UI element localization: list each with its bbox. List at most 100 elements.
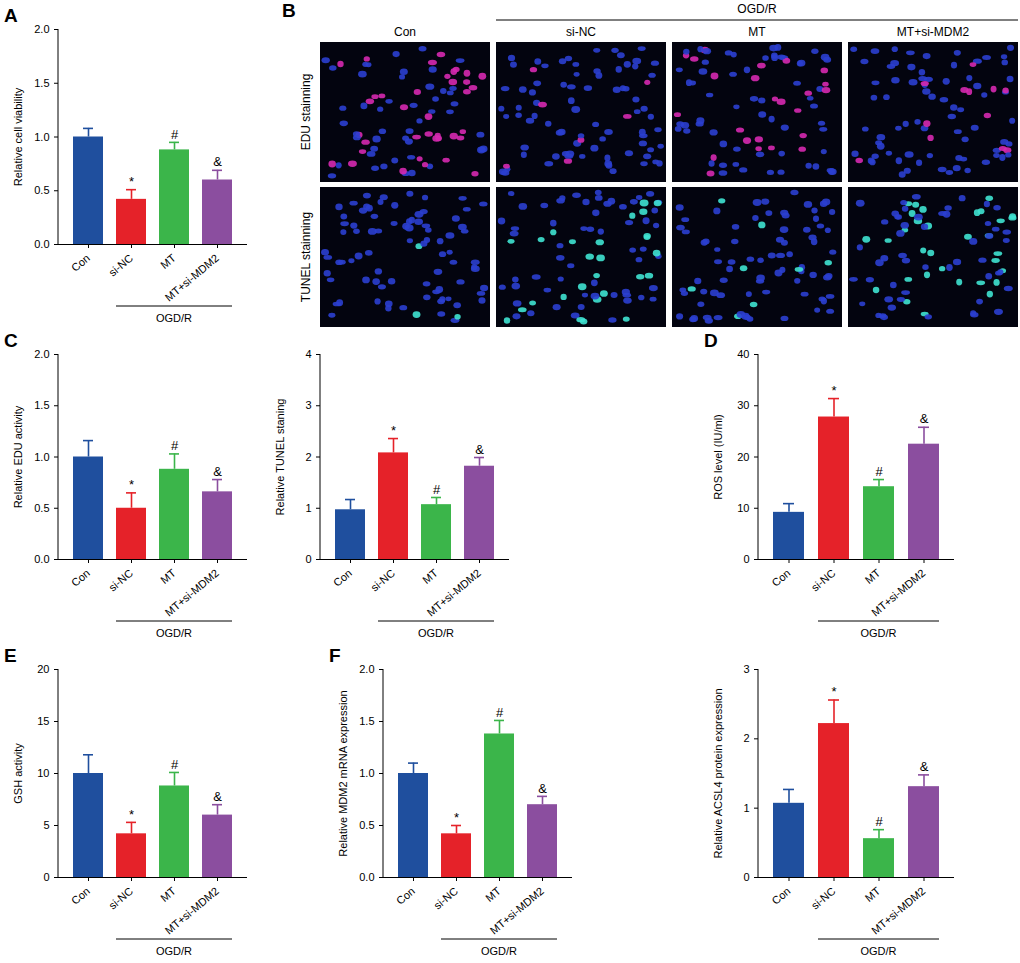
svg-text:30: 30 bbox=[737, 399, 749, 411]
svg-text:*: * bbox=[129, 174, 134, 189]
svg-text:#: # bbox=[875, 464, 883, 479]
svg-text:0.5: 0.5 bbox=[34, 184, 49, 196]
svg-text:3: 3 bbox=[743, 663, 749, 675]
svg-text:2.0: 2.0 bbox=[34, 348, 49, 360]
svg-text:*: * bbox=[454, 810, 459, 825]
svg-text:GSH activity: GSH activity bbox=[12, 743, 24, 804]
svg-text:&: & bbox=[920, 411, 929, 426]
svg-text:MT: MT bbox=[158, 884, 178, 904]
svg-text:Relative ACSL4 protein express: Relative ACSL4 protein expression bbox=[712, 689, 724, 859]
svg-text:OGD/R: OGD/R bbox=[156, 945, 192, 957]
svg-text:*: * bbox=[391, 423, 396, 438]
svg-text:#: # bbox=[875, 814, 883, 829]
svg-text:MT+si-MDM2: MT+si-MDM2 bbox=[869, 885, 928, 937]
svg-text:40: 40 bbox=[737, 348, 749, 360]
svg-text:1.5: 1.5 bbox=[34, 77, 49, 89]
svg-text:2: 2 bbox=[305, 451, 311, 463]
svg-text:MT+si-MDM2: MT+si-MDM2 bbox=[488, 885, 547, 937]
svg-text:1: 1 bbox=[305, 502, 311, 514]
svg-text:20: 20 bbox=[737, 451, 749, 463]
svg-text:&: & bbox=[213, 789, 222, 804]
svg-text:MT: MT bbox=[483, 884, 503, 904]
svg-text:EDU stainning: EDU stainning bbox=[299, 74, 313, 151]
svg-text:OGD/R: OGD/R bbox=[156, 627, 192, 639]
svg-text:MT: MT bbox=[420, 566, 440, 586]
svg-text:MT: MT bbox=[158, 566, 178, 586]
svg-text:&: & bbox=[538, 781, 547, 796]
svg-text:1.0: 1.0 bbox=[359, 767, 374, 779]
svg-text:MT+si-MDM2: MT+si-MDM2 bbox=[425, 567, 484, 619]
svg-text:si-NC: si-NC bbox=[368, 567, 397, 594]
svg-text:#: # bbox=[171, 127, 179, 142]
svg-text:OGD/R: OGD/R bbox=[156, 312, 192, 324]
svg-text:#: # bbox=[171, 438, 179, 453]
svg-text:10: 10 bbox=[737, 502, 749, 514]
svg-text:Con: Con bbox=[69, 567, 92, 589]
svg-text:MT+si-MDM2: MT+si-MDM2 bbox=[163, 252, 222, 304]
svg-text:si-NC: si-NC bbox=[106, 567, 135, 594]
svg-text:4: 4 bbox=[305, 348, 311, 360]
svg-text:&: & bbox=[213, 464, 222, 479]
svg-text:OGD/R: OGD/R bbox=[737, 2, 777, 16]
svg-text:#: # bbox=[433, 482, 441, 497]
svg-text:0: 0 bbox=[43, 871, 49, 883]
svg-text:1.5: 1.5 bbox=[34, 399, 49, 411]
svg-text:5: 5 bbox=[43, 819, 49, 831]
svg-text:0.0: 0.0 bbox=[34, 553, 49, 565]
svg-text:3: 3 bbox=[305, 399, 311, 411]
svg-text:MT: MT bbox=[158, 251, 178, 271]
svg-text:Relative cell viability: Relative cell viability bbox=[12, 87, 24, 186]
svg-text:TUNEL stainning: TUNEL stainning bbox=[299, 212, 313, 302]
svg-text:OGD/R: OGD/R bbox=[418, 627, 454, 639]
svg-text:0.0: 0.0 bbox=[34, 238, 49, 250]
svg-text:si-NC: si-NC bbox=[566, 25, 596, 39]
svg-text:1.0: 1.0 bbox=[34, 451, 49, 463]
svg-text:Relative EDU activity: Relative EDU activity bbox=[12, 405, 24, 508]
svg-text:si-NC: si-NC bbox=[106, 885, 135, 912]
svg-text:ROS level (IU/ml): ROS level (IU/ml) bbox=[712, 414, 724, 500]
svg-text:20: 20 bbox=[37, 663, 49, 675]
svg-text:si-NC: si-NC bbox=[809, 885, 838, 912]
svg-text:MT: MT bbox=[748, 25, 766, 39]
svg-text:MT+si-MDM2: MT+si-MDM2 bbox=[163, 567, 222, 619]
svg-text:15: 15 bbox=[37, 715, 49, 727]
svg-text:0: 0 bbox=[743, 553, 749, 565]
svg-text:Con: Con bbox=[331, 567, 354, 589]
svg-text:si-NC: si-NC bbox=[431, 885, 460, 912]
svg-text:Relative MDM2 mRNA expression: Relative MDM2 mRNA expression bbox=[337, 690, 349, 856]
svg-text:1: 1 bbox=[743, 802, 749, 814]
svg-text:2: 2 bbox=[743, 732, 749, 744]
svg-text:&: & bbox=[920, 759, 929, 774]
svg-text:*: * bbox=[831, 383, 836, 398]
svg-text:1.5: 1.5 bbox=[359, 715, 374, 727]
svg-text:0.5: 0.5 bbox=[359, 819, 374, 831]
svg-text:*: * bbox=[129, 477, 134, 492]
svg-text:MT: MT bbox=[863, 566, 883, 586]
svg-text:si-NC: si-NC bbox=[106, 252, 135, 279]
svg-text:Con: Con bbox=[394, 885, 417, 907]
svg-text:OGD/R: OGD/R bbox=[860, 627, 896, 639]
svg-text:2.0: 2.0 bbox=[359, 663, 374, 675]
svg-text:0: 0 bbox=[743, 871, 749, 883]
svg-text:*: * bbox=[129, 807, 134, 822]
svg-text:&: & bbox=[213, 154, 222, 169]
svg-text:MT: MT bbox=[863, 884, 883, 904]
svg-text:Con: Con bbox=[769, 885, 792, 907]
svg-text:Relative TUNEL staning: Relative TUNEL staning bbox=[274, 399, 286, 516]
svg-text:Con: Con bbox=[394, 25, 416, 39]
svg-text:10: 10 bbox=[37, 767, 49, 779]
svg-text:Con: Con bbox=[769, 567, 792, 589]
svg-text:MT+si-MDM2: MT+si-MDM2 bbox=[869, 567, 928, 619]
svg-text:#: # bbox=[171, 757, 179, 772]
svg-text:0: 0 bbox=[305, 553, 311, 565]
svg-text:OGD/R: OGD/R bbox=[860, 945, 896, 957]
svg-text:OGD/R: OGD/R bbox=[481, 945, 517, 957]
svg-text:2.0: 2.0 bbox=[34, 23, 49, 35]
svg-text:Con: Con bbox=[69, 252, 92, 274]
svg-text:*: * bbox=[831, 684, 836, 699]
svg-text:0.5: 0.5 bbox=[34, 502, 49, 514]
svg-text:&: & bbox=[475, 442, 484, 457]
svg-text:0.0: 0.0 bbox=[359, 871, 374, 883]
svg-text:Con: Con bbox=[69, 885, 92, 907]
svg-text:1.0: 1.0 bbox=[34, 131, 49, 143]
